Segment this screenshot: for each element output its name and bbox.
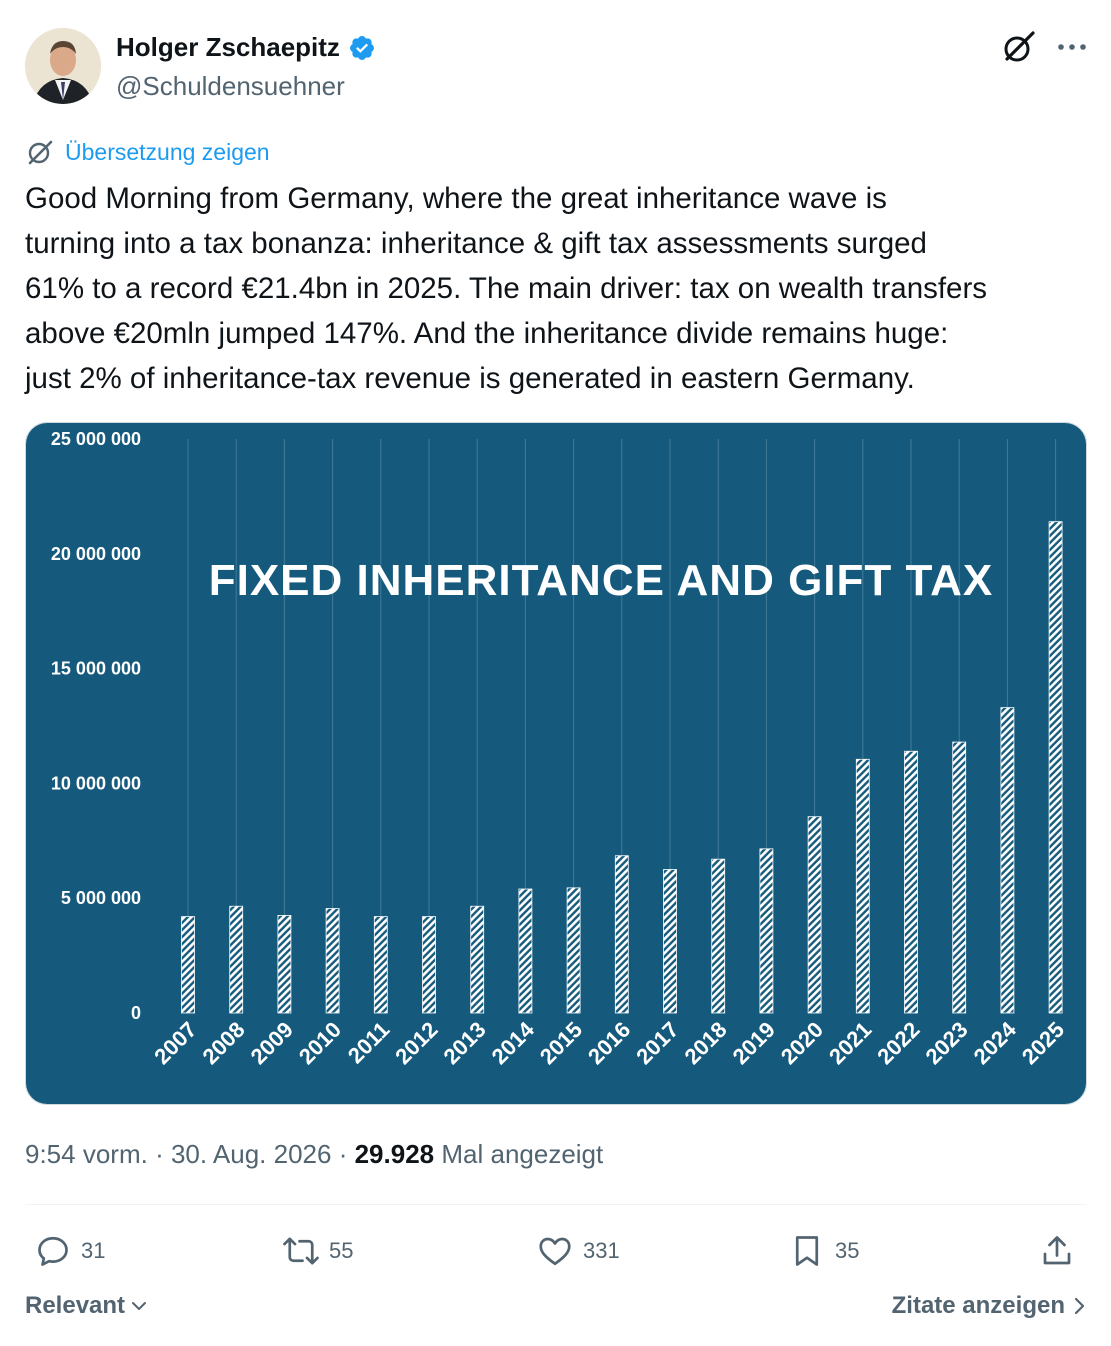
action-bar: 31 55 331 35 — [25, 1227, 1087, 1275]
bar-chart: 0 5 000 000 10 000 000 15 000 000 20 000 000… — [26, 423, 1086, 1104]
like-button[interactable]: 331 — [537, 1227, 620, 1275]
y-tick-label: 0 — [131, 1003, 141, 1023]
verified-badge-icon[interactable] — [348, 34, 376, 62]
bookmark-icon — [795, 1236, 819, 1266]
bar-2017 — [663, 869, 677, 1014]
avatar[interactable] — [25, 28, 101, 104]
bar-2011 — [373, 916, 388, 1014]
avatar-image — [25, 28, 101, 104]
author-names: Holger Zschaepitz @Schuldensuehner — [116, 32, 376, 102]
grok-icon[interactable] — [1000, 28, 1038, 66]
bar-2024 — [1000, 707, 1015, 1014]
like-icon — [539, 1237, 571, 1266]
reply-count: 31 — [81, 1238, 106, 1263]
bar-2022 — [904, 750, 918, 1014]
bar-2008 — [229, 905, 244, 1014]
tweet-time[interactable]: 9:54 vorm. — [25, 1139, 148, 1169]
like-count: 331 — [583, 1238, 620, 1263]
y-tick-label: 10 000 000 — [51, 773, 141, 793]
tweet-meta: 9:54 vorm. · 30. Aug. 2026 · 29.928 Mal … — [25, 1139, 603, 1170]
author-handle[interactable]: @Schuldensuehner — [116, 71, 345, 101]
bar-2016 — [614, 855, 629, 1014]
bar-2021 — [855, 758, 870, 1014]
retweet-icon — [283, 1237, 319, 1265]
meta-separator: · — [338, 1139, 348, 1169]
tweet-text: Good Morning from Germany, where the gre… — [25, 182, 988, 395]
chart-title: FIXED INHERITANCE AND GIFT TAX — [209, 556, 994, 605]
view-quotes-link[interactable]: Zitate anzeigen — [892, 1292, 1087, 1320]
tweet-header: Holger Zschaepitz @Schuldensuehner — [25, 28, 1087, 104]
bar-2018 — [711, 858, 726, 1014]
translate-label: Übersetzung zeigen — [65, 138, 270, 165]
share-icon — [1043, 1236, 1071, 1265]
bar-2013 — [470, 905, 485, 1014]
bar-2010 — [325, 908, 340, 1014]
divider — [25, 1204, 1087, 1205]
bar-2012 — [422, 916, 436, 1014]
bar-2007 — [181, 916, 195, 1014]
meta-separator: · — [155, 1139, 164, 1169]
more-icon[interactable] — [1055, 34, 1089, 60]
chevron-down-icon — [132, 1302, 147, 1310]
tweet-date[interactable]: 30. Aug. 2026 — [170, 1139, 332, 1169]
view-label: Mal angezeigt — [441, 1139, 604, 1169]
bar-2023 — [952, 741, 967, 1014]
y-tick-label: 15 000 000 — [51, 659, 141, 679]
bookmark-button[interactable]: 35 — [789, 1227, 859, 1275]
quotes-label: Zitate anzeigen — [891, 1292, 1065, 1319]
chevron-right-icon — [1074, 1297, 1085, 1315]
bookmark-count: 35 — [835, 1238, 860, 1263]
author-display-name[interactable]: Holger Zschaepitz — [116, 32, 340, 62]
bar-2014 — [518, 888, 533, 1014]
replies-footer: Relevant Zitate anzeigen — [25, 1292, 1087, 1328]
sort-dropdown[interactable]: Relevant — [25, 1292, 149, 1320]
translate-icon — [28, 140, 53, 165]
repost-count: 55 — [329, 1238, 354, 1263]
repost-button[interactable]: 55 — [283, 1227, 353, 1275]
bar-2025 — [1048, 521, 1063, 1014]
reply-button[interactable]: 31 — [35, 1227, 105, 1275]
reply-icon — [38, 1236, 68, 1266]
y-tick-label: 20 000 000 — [51, 544, 141, 564]
sort-label: Relevant — [25, 1292, 126, 1319]
bar-2019 — [759, 848, 774, 1014]
bar-2009 — [277, 915, 292, 1014]
bar-2020 — [807, 816, 822, 1014]
y-tick-label: 25 000 000 — [51, 429, 141, 449]
y-tick-label: 5 000 000 — [61, 888, 141, 908]
view-count: 29.928 — [354, 1139, 435, 1169]
translate-link[interactable]: Übersetzung zeigen — [25, 137, 270, 167]
share-button[interactable] — [1039, 1227, 1075, 1275]
tweet-media-chart[interactable]: 0 5 000 000 10 000 000 15 000 000 20 000 000… — [25, 422, 1087, 1105]
bar-2015 — [566, 887, 581, 1014]
